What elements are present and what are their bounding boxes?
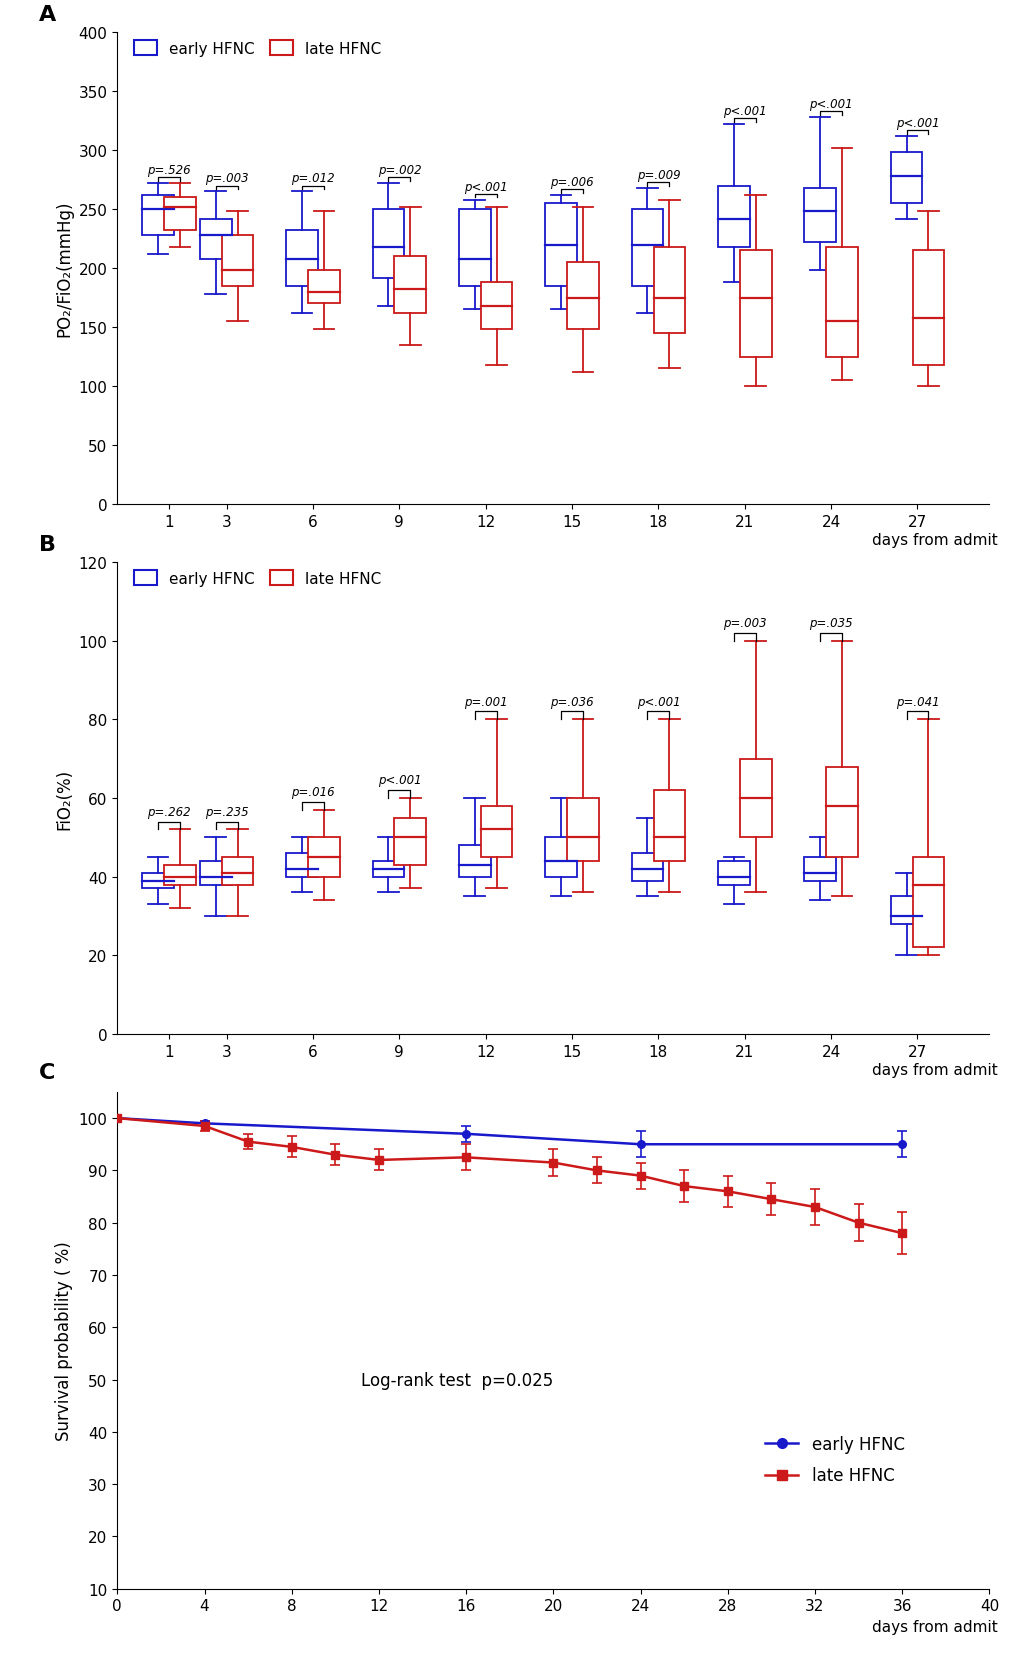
Text: days from admit: days from admit bbox=[871, 1619, 998, 1633]
Text: p=.016: p=.016 bbox=[290, 786, 334, 799]
Legend: early HFNC, late HFNC: early HFNC, late HFNC bbox=[133, 571, 381, 586]
Bar bbox=[221, 237, 253, 286]
Bar bbox=[739, 760, 770, 837]
Bar bbox=[739, 252, 770, 357]
Text: p<.001: p<.001 bbox=[895, 118, 938, 129]
Bar bbox=[459, 210, 490, 286]
Bar bbox=[717, 187, 749, 248]
Text: p<.001: p<.001 bbox=[636, 695, 680, 708]
Bar bbox=[286, 854, 318, 877]
Text: p=.262: p=.262 bbox=[147, 806, 191, 818]
Bar bbox=[143, 874, 174, 889]
Bar bbox=[653, 791, 685, 861]
Bar bbox=[631, 210, 662, 286]
Y-axis label: FiO₂(%): FiO₂(%) bbox=[55, 768, 73, 829]
Bar bbox=[804, 857, 836, 880]
Text: p<.001: p<.001 bbox=[722, 104, 766, 118]
Bar bbox=[717, 862, 749, 885]
Bar bbox=[394, 818, 426, 866]
Bar bbox=[394, 257, 426, 314]
Text: p=.001: p=.001 bbox=[464, 695, 507, 708]
Bar bbox=[200, 220, 231, 260]
Bar bbox=[567, 263, 598, 331]
Text: p<.001: p<.001 bbox=[464, 180, 507, 194]
Bar bbox=[372, 862, 404, 877]
Text: B: B bbox=[39, 535, 56, 554]
Bar bbox=[143, 195, 174, 237]
Text: days from admit: days from admit bbox=[871, 533, 998, 548]
Text: A: A bbox=[39, 5, 56, 25]
Bar bbox=[164, 866, 196, 885]
Text: C: C bbox=[39, 1063, 55, 1082]
Bar bbox=[372, 210, 404, 278]
Bar bbox=[164, 199, 196, 232]
Bar bbox=[286, 232, 318, 286]
Text: p=.002: p=.002 bbox=[377, 164, 421, 177]
Bar bbox=[912, 857, 944, 948]
Bar bbox=[631, 854, 662, 880]
Bar bbox=[480, 806, 512, 857]
Bar bbox=[308, 837, 339, 877]
Bar bbox=[545, 204, 577, 286]
Bar bbox=[653, 248, 685, 334]
Bar bbox=[308, 271, 339, 305]
Bar bbox=[890, 154, 921, 204]
Bar bbox=[825, 248, 857, 357]
Text: Log-rank test  p=0.025: Log-rank test p=0.025 bbox=[361, 1372, 553, 1389]
Text: p=.009: p=.009 bbox=[636, 169, 680, 182]
Bar bbox=[459, 846, 490, 877]
Text: days from admit: days from admit bbox=[871, 1063, 998, 1077]
Text: p=.235: p=.235 bbox=[205, 806, 249, 818]
Text: p<.001: p<.001 bbox=[808, 98, 852, 111]
Text: p=.003: p=.003 bbox=[722, 617, 766, 629]
Bar bbox=[567, 799, 598, 861]
Bar bbox=[825, 768, 857, 857]
Bar bbox=[221, 857, 253, 885]
Text: p=.036: p=.036 bbox=[549, 695, 593, 708]
Text: p=.035: p=.035 bbox=[808, 617, 852, 629]
Text: p=.041: p=.041 bbox=[895, 695, 938, 708]
Text: p<.001: p<.001 bbox=[377, 775, 421, 786]
Y-axis label: Survival probability ( %): Survival probability ( %) bbox=[55, 1241, 73, 1440]
Text: p=.006: p=.006 bbox=[549, 175, 593, 189]
Bar bbox=[890, 897, 921, 923]
Bar bbox=[804, 189, 836, 243]
Legend: early HFNC, late HFNC: early HFNC, late HFNC bbox=[133, 41, 381, 56]
Text: p=.003: p=.003 bbox=[205, 172, 249, 185]
Bar bbox=[480, 283, 512, 331]
Text: p=.526: p=.526 bbox=[147, 164, 191, 177]
Text: p=.012: p=.012 bbox=[290, 172, 334, 185]
Bar bbox=[912, 252, 944, 366]
Y-axis label: PO₂/FiO₂(mmHg): PO₂/FiO₂(mmHg) bbox=[55, 200, 73, 338]
Bar bbox=[545, 837, 577, 877]
Legend: early HFNC, late HFNC: early HFNC, late HFNC bbox=[757, 1428, 910, 1491]
Bar bbox=[200, 862, 231, 885]
